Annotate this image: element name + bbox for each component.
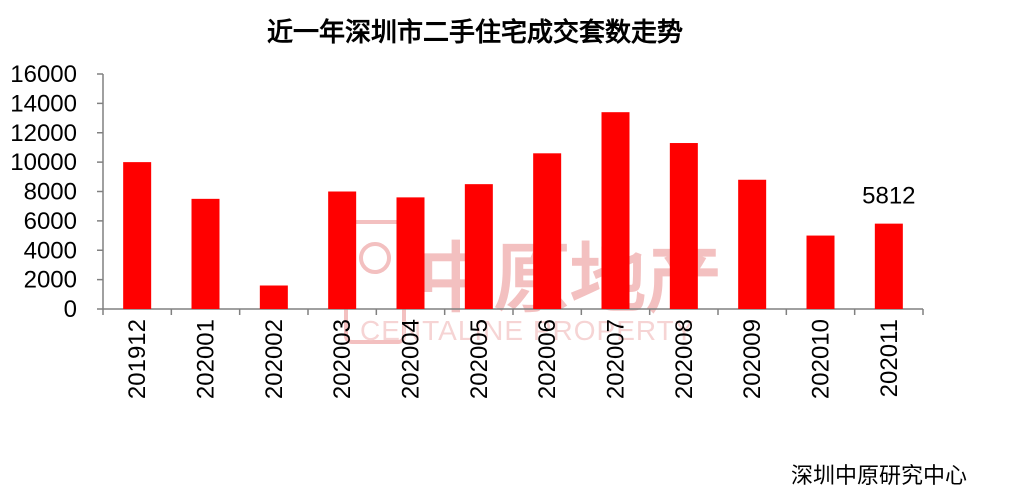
x-tick-label: 202005 <box>466 319 493 399</box>
bar-202003 <box>328 191 357 309</box>
bar-202004 <box>396 197 425 309</box>
bar-202002 <box>259 285 288 309</box>
y-tick-label: 8000 <box>24 179 77 206</box>
y-tick-label: 4000 <box>24 237 77 264</box>
y-tick-label: 16000 <box>10 61 77 88</box>
x-tick-label: 202011 <box>876 319 903 397</box>
y-tick-label: 2000 <box>24 267 77 294</box>
bar-202006 <box>533 153 562 309</box>
x-tick-label: 201912 <box>124 319 151 399</box>
bar-202010 <box>806 235 835 309</box>
x-tick-label: 202003 <box>329 319 356 399</box>
y-tick-label: 10000 <box>10 149 77 176</box>
bar-202008 <box>669 143 698 309</box>
x-tick-label: 202007 <box>603 319 630 399</box>
source-label: 深圳中原研究中心 <box>790 464 967 489</box>
data-label: 5812 <box>862 183 915 210</box>
x-tick-label: 202010 <box>808 319 835 399</box>
y-tick-label: 6000 <box>24 208 77 235</box>
y-tick-label: 0 <box>64 296 77 323</box>
y-tick-label: 14000 <box>10 90 77 117</box>
bar-202005 <box>464 184 493 309</box>
bar-202007 <box>601 112 630 309</box>
watermark-seal-mark <box>359 242 391 274</box>
x-tick-label: 202002 <box>261 319 288 399</box>
y-tick-label: 12000 <box>10 120 77 147</box>
labels: 201912 202001 202002 202003 202004 202005 2020… <box>124 183 915 399</box>
bar-201912 <box>123 162 152 309</box>
x-tick-label: 202009 <box>739 319 766 399</box>
bars <box>123 112 903 309</box>
x-tick-label: 202006 <box>534 319 561 399</box>
x-tick-label: 202008 <box>671 319 698 399</box>
watermark-sub: CENTALINE PROPERTY <box>360 315 694 346</box>
chart-title: 近一年深圳市二手住宅成交套数走势 <box>266 18 683 48</box>
bar-202009 <box>738 179 767 309</box>
bar-202011 <box>874 223 903 309</box>
x-tick-label: 202004 <box>398 319 425 399</box>
bar-202001 <box>191 198 220 309</box>
x-tick-label: 202001 <box>193 319 220 399</box>
